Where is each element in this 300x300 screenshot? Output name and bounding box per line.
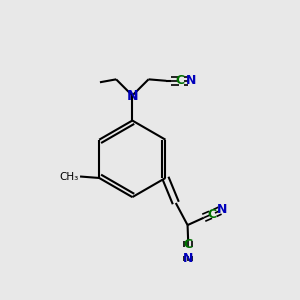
Text: N: N <box>127 88 138 103</box>
Text: C: C <box>184 238 193 251</box>
Text: C: C <box>207 208 217 221</box>
Text: N: N <box>186 74 196 87</box>
Text: C: C <box>176 74 184 87</box>
Text: N: N <box>217 203 227 216</box>
Text: N: N <box>183 252 193 266</box>
Text: CH₃: CH₃ <box>60 172 79 182</box>
